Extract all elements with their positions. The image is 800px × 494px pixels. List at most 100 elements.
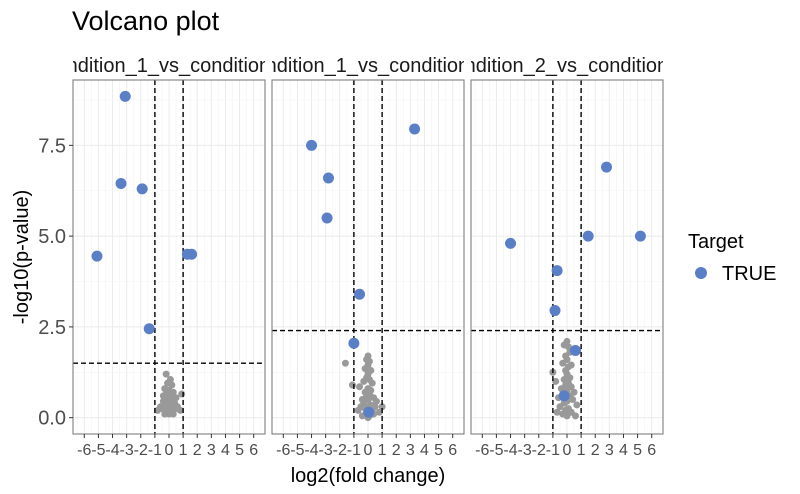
facet-strip-label: condition_1_vs_condition_3	[245, 55, 492, 77]
target-point	[505, 237, 517, 249]
target-point	[348, 337, 360, 349]
x-tick-label: -6	[77, 442, 91, 459]
x-tick-label: -6	[276, 442, 290, 459]
legend-title: Target	[688, 231, 744, 253]
legend-entries: TRUE	[695, 263, 776, 285]
legend: Target TRUE	[688, 231, 776, 285]
background-point	[557, 385, 565, 393]
target-point	[115, 177, 127, 189]
chart-title: Volcano plot	[72, 6, 220, 36]
x-tick-label: 5	[434, 442, 443, 459]
target-point	[601, 161, 613, 173]
x-tick-label: 1	[577, 442, 586, 459]
x-tick-label: -5	[290, 442, 304, 459]
strip-background	[272, 50, 464, 80]
x-tick-label: -1	[347, 442, 361, 459]
facet-strip-label: condition_1_vs_condition_2	[46, 55, 293, 77]
x-tick-label: 5	[633, 442, 642, 459]
x-tick-label: -4	[105, 442, 119, 459]
x-tick-label: 3	[605, 442, 614, 459]
x-tick-label: 6	[647, 442, 656, 459]
x-tick-label: 3	[406, 442, 415, 459]
x-tick-label: 0	[165, 442, 174, 459]
target-point	[186, 248, 198, 260]
target-point	[119, 90, 131, 102]
x-tick-label: 1	[378, 442, 387, 459]
x-tick-label: -3	[319, 442, 333, 459]
target-point	[136, 183, 148, 195]
facet-panel: condition_1_vs_condition_3-6 -5 -4 -3 -2 -1 0 1…	[245, 50, 492, 459]
background-point	[556, 403, 564, 411]
strip-background	[73, 50, 265, 80]
x-tick-label: -1	[148, 442, 162, 459]
facet-panels: condition_1_vs_condition_2-6 -5 -4 -3 -2 -1 0 1…	[38, 50, 691, 459]
facet-strip-label: condition_2_vs_condition_3	[444, 55, 691, 77]
target-point	[634, 230, 646, 242]
x-tick-label: -6	[475, 442, 489, 459]
background-point	[154, 406, 162, 414]
target-point	[582, 230, 594, 242]
x-tick-label: -3	[120, 442, 134, 459]
background-point	[348, 381, 356, 389]
legend-key-point	[695, 267, 707, 279]
x-tick-label: 4	[420, 442, 429, 459]
target-point	[569, 344, 581, 356]
background-point	[161, 410, 169, 418]
background-point	[559, 359, 567, 367]
background-point	[360, 377, 368, 385]
y-axis-label: -log10(p-value)	[11, 190, 33, 325]
background-point	[552, 377, 560, 385]
background-point	[378, 403, 386, 411]
x-tick-label: 2	[591, 442, 600, 459]
background-point	[162, 370, 170, 378]
background-point	[372, 397, 380, 405]
target-point	[321, 212, 333, 224]
x-tick-label: 0	[364, 442, 373, 459]
background-point	[354, 406, 362, 414]
x-tick-label: -2	[134, 442, 148, 459]
y-tick-label: 2.5	[38, 317, 66, 339]
target-point	[143, 323, 155, 335]
target-point	[91, 250, 103, 262]
background-point	[571, 412, 579, 420]
background-point	[573, 401, 581, 409]
background-point	[361, 365, 369, 373]
background-point	[341, 359, 349, 367]
target-point	[549, 305, 561, 317]
background-point	[564, 343, 572, 351]
x-tick-label: 5	[235, 442, 244, 459]
x-tick-label: -2	[333, 442, 347, 459]
x-tick-label: -5	[489, 442, 503, 459]
x-axis-label: log2(fold change)	[291, 465, 446, 487]
x-tick-label: 3	[207, 442, 216, 459]
x-tick-label: 4	[619, 442, 628, 459]
background-point	[553, 408, 561, 416]
x-tick-label: 2	[392, 442, 401, 459]
x-tick-label: -3	[518, 442, 532, 459]
background-point	[168, 381, 176, 389]
target-point	[322, 172, 334, 184]
x-tick-label: -4	[304, 442, 318, 459]
background-point	[375, 408, 383, 416]
facet-panel: condition_1_vs_condition_2-6 -5 -4 -3 -2 -1 0 1…	[38, 50, 293, 459]
target-point	[306, 139, 318, 151]
background-point	[169, 410, 177, 418]
legend-entry-label: TRUE	[722, 263, 776, 285]
facet-panel: condition_2_vs_condition_3 -6 -5 -4 -3 -2 -1 0 1…	[444, 50, 691, 459]
x-tick-label: -1	[546, 442, 560, 459]
x-tick-label: -4	[503, 442, 517, 459]
x-tick-label: 6	[249, 442, 258, 459]
x-tick-label: 2	[193, 442, 202, 459]
x-tick-label: -5	[91, 442, 105, 459]
background-point	[356, 383, 364, 391]
y-tick-label: 7.5	[38, 135, 66, 157]
x-tick-label: 6	[448, 442, 457, 459]
background-point	[159, 392, 167, 400]
x-tick-label: 4	[221, 442, 230, 459]
background-point	[176, 406, 184, 414]
x-tick-label: -2	[532, 442, 546, 459]
target-point	[558, 390, 570, 402]
target-point	[354, 288, 366, 300]
background-point	[563, 412, 571, 420]
